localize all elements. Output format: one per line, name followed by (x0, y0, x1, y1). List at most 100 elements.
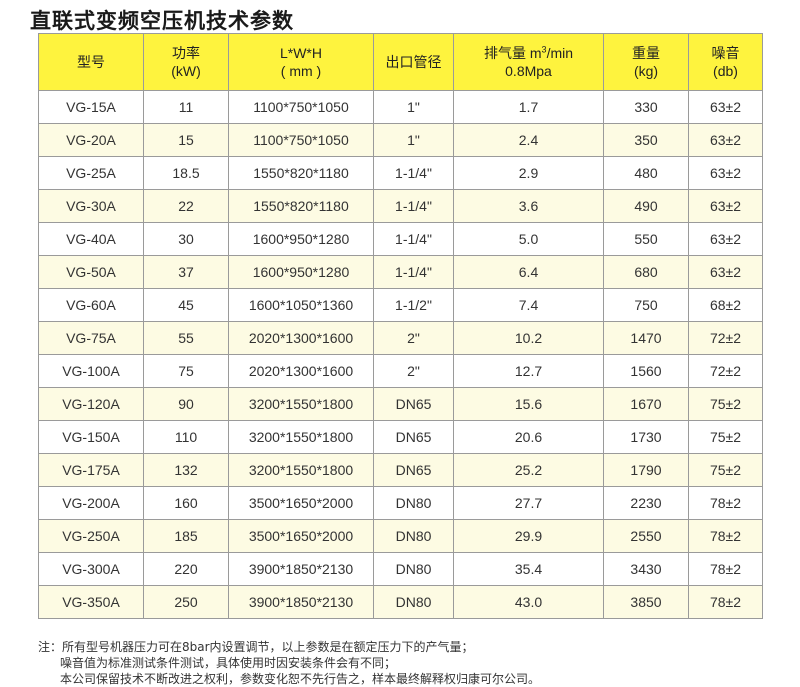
power-cell: 220 (143, 552, 229, 586)
air-delivery-cell: 15.6 (453, 387, 604, 421)
header-dimensions: L*W*H( mm ) (228, 33, 374, 91)
power-cell: 250 (143, 585, 229, 619)
notes: 注：所有型号机器压力可在8bar内设置调节，以上参数是在额定压力下的产气量； 噪… (38, 639, 540, 687)
noise-cell: 72±2 (688, 354, 763, 388)
note-line-2: 噪音值为标准测试条件测试，具体使用时因安装条件会有不同； (60, 656, 397, 670)
model-cell: VG-50A (38, 255, 144, 289)
noise-cell: 75±2 (688, 387, 763, 421)
noise-cell: 72±2 (688, 321, 763, 355)
outlet-cell: 1-1/2" (373, 288, 454, 322)
dimensions-cell: 3900*1850*2130 (228, 552, 374, 586)
air-delivery-cell: 3.6 (453, 189, 604, 223)
weight-cell: 1790 (603, 453, 689, 487)
outlet-cell: DN80 (373, 486, 454, 520)
outlet-cell: DN65 (373, 387, 454, 421)
table-header-row: 型号 功率 (kW) L*W*H( mm ) 出口管径 排气量 m3/min 0.… (38, 33, 763, 91)
noise-cell: 78±2 (688, 519, 763, 553)
weight-cell: 1670 (603, 387, 689, 421)
model-cell: VG-250A (38, 519, 144, 553)
weight-cell: 680 (603, 255, 689, 289)
air-delivery-cell: 1.7 (453, 90, 604, 124)
dimensions-cell: 1600*1050*1360 (228, 288, 374, 322)
outlet-cell: DN65 (373, 453, 454, 487)
power-cell: 75 (143, 354, 229, 388)
table-row: VG-350A 250 3900*1850*2130 DN80 43.0 3850 78±2 (38, 585, 763, 619)
power-cell: 110 (143, 420, 229, 454)
page-title: 直联式变频空压机技术参数 (30, 9, 294, 33)
weight-cell: 1730 (603, 420, 689, 454)
dimensions-cell: 1100*750*1050 (228, 123, 374, 157)
air-delivery-cell: 12.7 (453, 354, 604, 388)
table-row: VG-120A 90 3200*1550*1800 DN65 15.6 1670 75±2 (38, 387, 763, 421)
model-cell: VG-120A (38, 387, 144, 421)
weight-cell: 2230 (603, 486, 689, 520)
dimensions-cell: 1100*750*1050 (228, 90, 374, 124)
table-row: VG-150A 110 3200*1550*1800 DN65 20.6 1730 75±2 (38, 420, 763, 454)
table-row: VG-200A 160 3500*1650*2000 DN80 27.7 2230 78±2 (38, 486, 763, 520)
outlet-cell: 1" (373, 90, 454, 124)
dimensions-cell: 3500*1650*2000 (228, 519, 374, 553)
note-line-3: 本公司保留技术不断改进之权利，参数变化恕不先行告之，样本最终解释权归康可尔公司。 (60, 672, 541, 686)
outlet-cell: 1" (373, 123, 454, 157)
model-cell: VG-20A (38, 123, 144, 157)
power-cell: 22 (143, 189, 229, 223)
weight-cell: 330 (603, 90, 689, 124)
table-row: VG-250A 185 3500*1650*2000 DN80 29.9 2550 78±2 (38, 519, 763, 553)
table-row: VG-20A 15 1100*750*1050 1" 2.4 350 63±2 (38, 123, 763, 157)
model-cell: VG-15A (38, 90, 144, 124)
power-cell: 45 (143, 288, 229, 322)
outlet-cell: 1-1/4" (373, 156, 454, 190)
table-row: VG-300A 220 3900*1850*2130 DN80 35.4 3430 78±2 (38, 552, 763, 586)
dimensions-cell: 3500*1650*2000 (228, 486, 374, 520)
dimensions-cell: 1600*950*1280 (228, 222, 374, 256)
outlet-cell: 2" (373, 321, 454, 355)
table-row: VG-75A 55 2020*1300*1600 2" 10.2 1470 72±2 (38, 321, 763, 355)
model-cell: VG-200A (38, 486, 144, 520)
outlet-cell: DN80 (373, 552, 454, 586)
noise-cell: 78±2 (688, 585, 763, 619)
table-row: VG-100A 75 2020*1300*1600 2" 12.7 1560 72±2 (38, 354, 763, 388)
power-cell: 15 (143, 123, 229, 157)
air-delivery-cell: 2.9 (453, 156, 604, 190)
table-row: VG-15A 11 1100*750*1050 1" 1.7 330 63±2 (38, 90, 763, 124)
model-cell: VG-350A (38, 585, 144, 619)
table-row: VG-60A 45 1600*1050*1360 1-1/2" 7.4 750 68±2 (38, 288, 763, 322)
outlet-cell: DN65 (373, 420, 454, 454)
model-cell: VG-40A (38, 222, 144, 256)
dimensions-cell: 1600*950*1280 (228, 255, 374, 289)
air-delivery-cell: 35.4 (453, 552, 604, 586)
weight-cell: 3430 (603, 552, 689, 586)
table-body: VG-15A 11 1100*750*1050 1" 1.7 330 63±2 VG-20A 1… (38, 90, 763, 619)
weight-cell: 490 (603, 189, 689, 223)
air-delivery-cell: 43.0 (453, 585, 604, 619)
power-cell: 185 (143, 519, 229, 553)
weight-cell: 550 (603, 222, 689, 256)
weight-cell: 750 (603, 288, 689, 322)
air-delivery-cell: 25.2 (453, 453, 604, 487)
weight-cell: 1560 (603, 354, 689, 388)
noise-cell: 63±2 (688, 156, 763, 190)
power-cell: 18.5 (143, 156, 229, 190)
dimensions-cell: 2020*1300*1600 (228, 354, 374, 388)
header-weight: 重量 (kg) (603, 33, 689, 91)
header-air-delivery: 排气量 m3/min 0.8Mpa (453, 33, 604, 91)
outlet-cell: 1-1/4" (373, 189, 454, 223)
dimensions-cell: 3200*1550*1800 (228, 420, 374, 454)
noise-cell: 63±2 (688, 123, 763, 157)
dimensions-cell: 1550*820*1180 (228, 156, 374, 190)
outlet-cell: DN80 (373, 519, 454, 553)
noise-cell: 63±2 (688, 189, 763, 223)
header-power: 功率 (kW) (143, 33, 229, 91)
noise-cell: 68±2 (688, 288, 763, 322)
table-row: VG-40A 30 1600*950*1280 1-1/4" 5.0 550 63±2 (38, 222, 763, 256)
weight-cell: 350 (603, 123, 689, 157)
dimensions-cell: 3200*1550*1800 (228, 387, 374, 421)
model-cell: VG-25A (38, 156, 144, 190)
dimensions-cell: 1550*820*1180 (228, 189, 374, 223)
header-model: 型号 (38, 33, 144, 91)
weight-cell: 480 (603, 156, 689, 190)
table-row: VG-50A 37 1600*950*1280 1-1/4" 6.4 680 63±2 (38, 255, 763, 289)
dimensions-cell: 2020*1300*1600 (228, 321, 374, 355)
noise-cell: 75±2 (688, 420, 763, 454)
power-cell: 11 (143, 90, 229, 124)
